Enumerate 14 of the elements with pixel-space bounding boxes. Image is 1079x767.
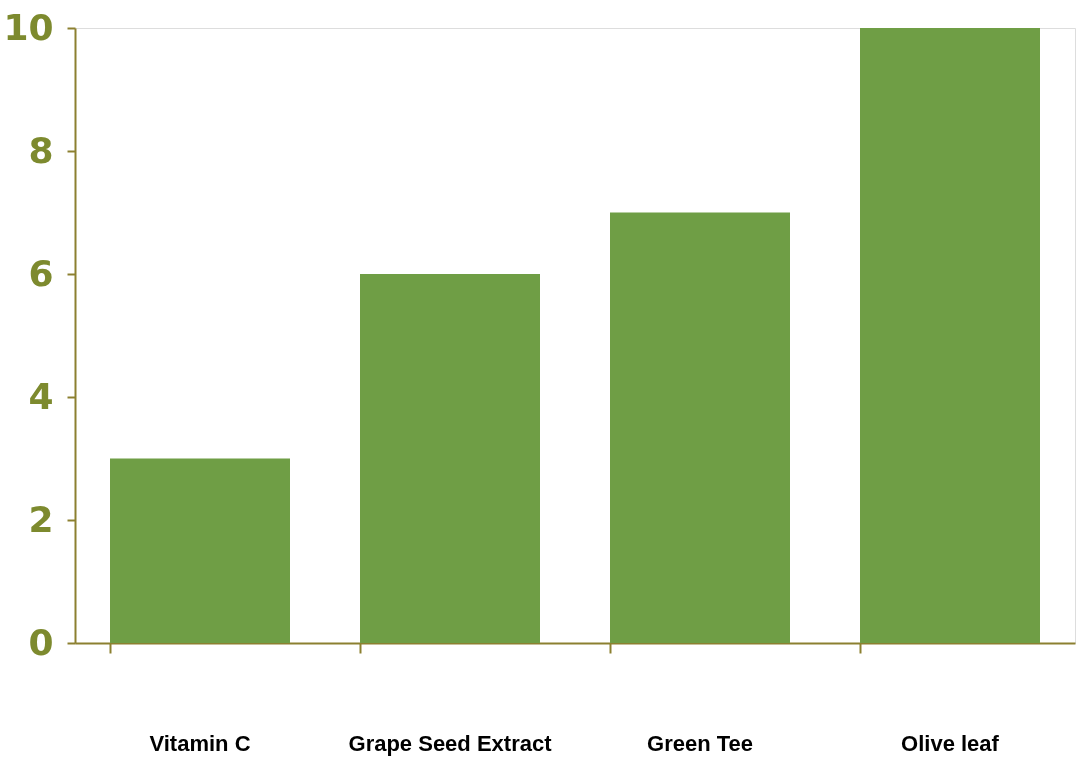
x-tick-label: Olive leaf	[901, 730, 1000, 756]
y-tick-label: 0	[28, 621, 54, 663]
y-tick-label: 6	[28, 252, 54, 294]
bar	[360, 274, 540, 643]
x-tick-label: Vitamin C	[149, 730, 251, 756]
bar	[860, 28, 1040, 643]
y-tick-label: 2	[28, 498, 54, 540]
y-tick-label: 8	[28, 129, 54, 171]
bar	[110, 458, 290, 643]
x-tick-label: Green Tee	[647, 730, 753, 756]
y-tick-label: 4	[28, 375, 54, 417]
x-tick-label: Grape Seed Extract	[348, 730, 553, 756]
y-tick-label: 10	[3, 6, 54, 48]
bar	[610, 212, 790, 643]
